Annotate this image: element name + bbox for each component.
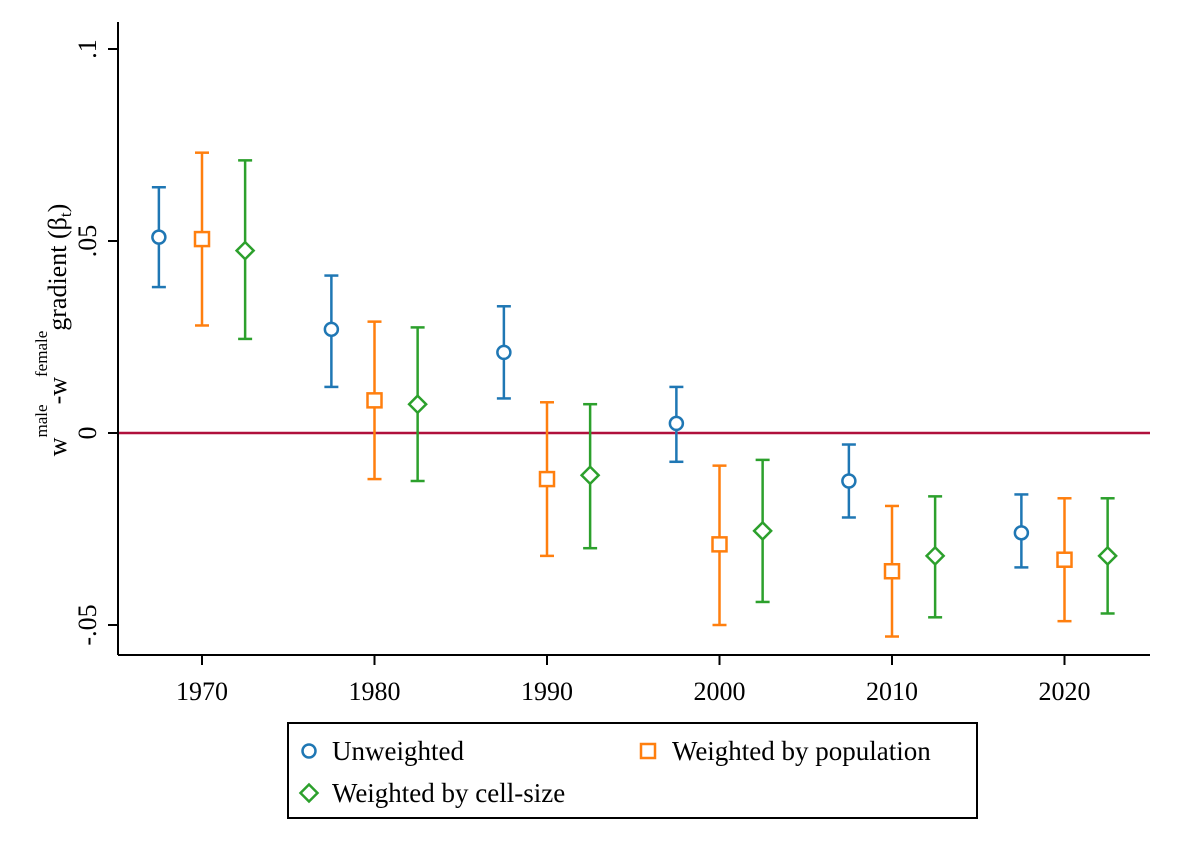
legend-marker-circle [301,743,317,759]
y-label-female: female [32,331,51,377]
point-square [193,230,211,248]
y-tick-label: -.05 [73,604,102,645]
y-label-male: male [32,404,51,437]
point-square [1056,551,1073,568]
x-tick-label: 1990 [521,677,573,706]
y-axis-label: wmale-wfemalegradient (βt) [32,204,75,457]
point-circle [841,473,857,489]
legend-item: Weighted by cell-size [298,778,565,808]
x-tick-label: 1970 [176,677,228,706]
legend-item: Unweighted [301,736,464,766]
series-diamond [234,159,1118,619]
legend-label: Weighted by population [672,736,931,766]
legend-box [287,722,978,819]
y-label-close: ) [43,204,72,213]
point-circle [323,321,340,338]
x-tick-label: 1980 [349,677,401,706]
legend-item: Weighted by population [639,736,931,766]
legend-marker-square [639,742,657,760]
point-circle [1013,525,1030,541]
series-square [193,151,1073,638]
y-label-w2: -w [43,377,72,405]
legend-marker-diamond [298,782,320,804]
x-tick-label: 2020 [1039,677,1091,706]
series-circle [151,185,1030,569]
y-tick-label: .05 [73,225,102,258]
point-square [883,562,901,580]
axes: 1970 1980 1990 2000 2010 2020 .1 .05 0 -.05 [73,22,1150,706]
point-diamond [234,240,256,261]
y-label-w1: w [43,437,72,456]
point-square [711,536,728,553]
legend: Unweighted Weighted by population Weighted… [287,722,978,819]
point-diamond [579,464,601,486]
data-marks [151,151,1118,638]
point-diamond [924,545,946,567]
point-square [538,470,556,488]
legend-label: Unweighted [332,736,464,766]
point-circle [151,229,167,245]
x-tick-label: 2000 [694,677,746,706]
point-square [366,392,383,409]
y-label-t: t [56,212,75,217]
point-circle [668,415,685,432]
point-diamond [752,520,773,542]
x-tick-label: 2010 [866,677,918,706]
legend-label: Weighted by cell-size [332,778,565,808]
y-label-gradient: gradient (β [43,217,72,331]
y-tick-label: .1 [73,39,102,59]
point-circle [496,344,512,361]
point-diamond [407,393,428,415]
y-tick-label: 0 [73,427,102,440]
point-diamond [1097,545,1118,567]
